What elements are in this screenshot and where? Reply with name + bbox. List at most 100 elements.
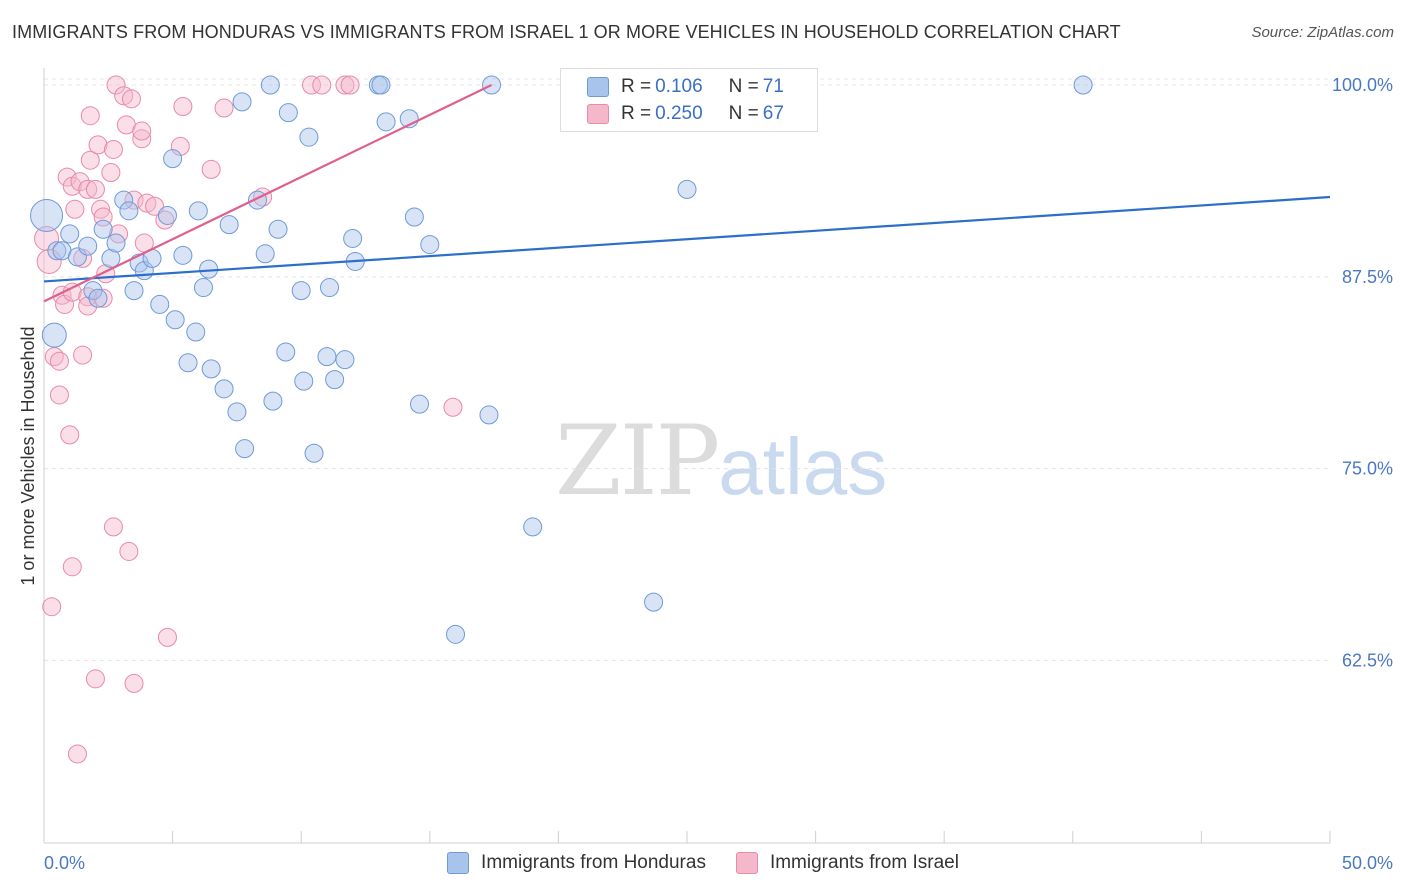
trend-lines <box>43 84 1331 303</box>
israel-point <box>103 139 123 159</box>
israel-point <box>132 129 152 149</box>
honduras-point <box>188 201 208 221</box>
watermark-zip: ZIP <box>555 405 720 517</box>
y-tick-label: 62.5% <box>1342 650 1393 670</box>
israel-point <box>101 162 121 182</box>
honduras-point <box>219 215 239 235</box>
watermark-atlas: atlas <box>718 422 888 511</box>
israel-point <box>36 248 62 274</box>
israel-point <box>80 106 100 126</box>
honduras-point <box>235 439 255 459</box>
legend-r-label: R = <box>621 103 652 124</box>
legend-r-label: R = <box>621 76 652 97</box>
legend-r-value: 0.250 <box>655 103 703 124</box>
honduras-point <box>376 112 396 132</box>
honduras-point <box>317 347 337 367</box>
israel-point <box>170 136 190 156</box>
israel-point <box>132 121 152 141</box>
legend-row-honduras: R = 0.106 N = 71 <box>587 74 788 100</box>
y-axis-label: 1 or more Vehicles in Household <box>18 326 38 585</box>
israel-point <box>103 517 123 537</box>
honduras-point <box>201 359 221 379</box>
y-tick-label: 87.5% <box>1342 267 1393 287</box>
israel-point <box>443 397 463 417</box>
honduras-point <box>644 592 664 612</box>
legend-n-value: 71 <box>762 76 784 97</box>
honduras-point <box>260 75 280 95</box>
honduras-point <box>294 371 314 391</box>
israel-point <box>57 167 77 187</box>
honduras-point <box>479 405 499 425</box>
honduras-swatch <box>587 77 609 97</box>
legend-n-label: N = <box>728 103 759 124</box>
israel-point <box>55 294 75 314</box>
legend-label-honduras: Immigrants from Honduras <box>481 852 706 873</box>
israel-point <box>78 296 98 316</box>
honduras-point <box>41 322 67 348</box>
israel-legend-swatch <box>735 852 758 874</box>
honduras-points <box>30 75 1093 644</box>
honduras-point <box>150 294 170 314</box>
honduras-point <box>1073 75 1093 95</box>
legend-item-honduras: Immigrants from Honduras <box>447 852 706 874</box>
israel-point <box>85 179 105 199</box>
honduras-point <box>325 370 345 390</box>
honduras-point <box>165 310 185 330</box>
honduras-legend-swatch <box>447 852 470 874</box>
source-label: Source: ZipAtlas.com <box>1251 24 1394 41</box>
honduras-point <box>304 443 324 463</box>
israel-point <box>157 627 177 647</box>
correlation-legend: R = 0.106 N = 71 R = 0.250 N = 67 <box>560 68 818 132</box>
israel-point <box>214 98 234 118</box>
honduras-point <box>101 248 121 268</box>
honduras-point <box>446 624 466 644</box>
honduras-point <box>255 244 275 264</box>
israel-points <box>34 75 463 764</box>
honduras-point <box>214 379 234 399</box>
honduras-point <box>371 75 391 95</box>
honduras-trend-line <box>43 195 1331 283</box>
israel-trend-line <box>43 84 493 303</box>
honduras-point <box>186 322 206 342</box>
x-tick-label-max: 50.0% <box>1342 853 1393 873</box>
honduras-point <box>523 517 543 537</box>
honduras-point <box>319 278 339 298</box>
honduras-point <box>178 353 198 373</box>
israel-point <box>124 190 144 210</box>
israel-point <box>88 135 108 155</box>
israel-point <box>62 557 82 577</box>
legend-label-israel: Immigrants from Israel <box>769 852 959 873</box>
israel-point <box>42 597 62 617</box>
axes <box>43 68 1331 844</box>
legend-item-israel: Immigrants from Israel <box>735 852 959 874</box>
israel-point <box>34 225 60 251</box>
honduras-point <box>227 402 247 422</box>
honduras-point <box>114 190 134 210</box>
israel-point <box>340 75 360 95</box>
israel-point <box>91 199 111 219</box>
honduras-point <box>163 149 183 169</box>
honduras-point <box>78 236 98 256</box>
honduras-point <box>30 198 64 232</box>
y-tick-label: 100.0% <box>1332 75 1393 95</box>
israel-point <box>80 150 100 170</box>
honduras-point <box>173 245 193 265</box>
israel-point <box>60 425 80 445</box>
israel-point <box>137 193 157 213</box>
honduras-point <box>343 228 363 248</box>
israel-point <box>78 179 98 199</box>
honduras-point <box>268 219 288 239</box>
israel-point <box>145 196 165 216</box>
legend-n-value: 67 <box>762 103 784 124</box>
israel-point <box>119 541 139 561</box>
israel-point <box>93 288 113 308</box>
honduras-point <box>278 103 298 123</box>
legend-n-label: N = <box>728 76 759 97</box>
y-tick-label: 75.0% <box>1342 459 1393 479</box>
watermark: ZIPatlas <box>555 405 887 517</box>
israel-point <box>109 224 129 244</box>
chart-title: IMMIGRANTS FROM HONDURAS VS IMMIGRANTS F… <box>12 22 1121 42</box>
israel-point <box>70 172 90 192</box>
x-tick-label-min: 0.0% <box>44 853 85 873</box>
